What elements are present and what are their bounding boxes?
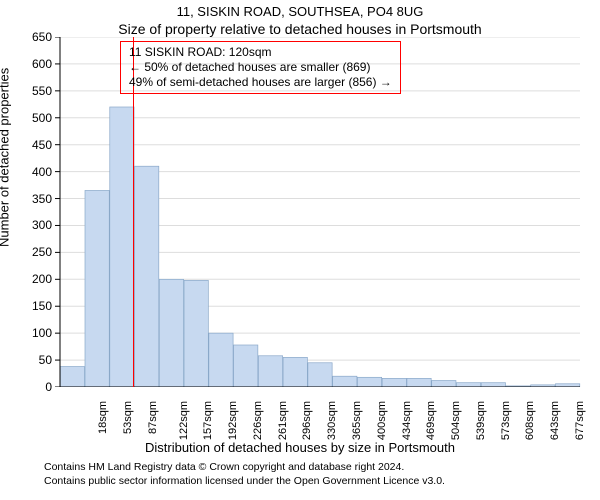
histogram-bar (184, 280, 208, 387)
histogram-bar (110, 107, 134, 387)
y-tick-label: 100 (12, 326, 52, 340)
y-tick-label: 0 (12, 380, 52, 394)
histogram-bar (432, 381, 456, 387)
histogram-bar (159, 279, 183, 387)
histogram-bar (209, 333, 233, 387)
histogram-bar (258, 356, 282, 387)
histogram-bar (85, 190, 109, 387)
y-tick-label: 650 (12, 30, 52, 44)
x-tick-label: 53sqm (122, 401, 134, 434)
y-tick-label: 200 (12, 272, 52, 286)
footer: Contains HM Land Registry data © Crown c… (0, 457, 600, 488)
histogram-bar (481, 383, 505, 387)
histogram-bar (234, 345, 258, 387)
x-tick-label: 87sqm (147, 401, 159, 434)
chart-area: Number of detached properties 0501001502… (0, 37, 600, 457)
histogram-bar (60, 367, 84, 387)
y-tick-label: 150 (12, 299, 52, 313)
histogram-bar (283, 357, 307, 387)
x-tick-label: 296sqm (302, 401, 314, 440)
x-tick-label: 608sqm (524, 401, 536, 440)
x-tick-label: 573sqm (500, 401, 512, 440)
y-tick-label: 250 (12, 245, 52, 259)
footer-line1: Contains HM Land Registry data © Crown c… (44, 461, 592, 475)
x-tick-label: 434sqm (401, 401, 413, 440)
info-box-line3: 49% of semi-detached houses are larger (… (129, 75, 392, 90)
y-tick-label: 50 (12, 353, 52, 367)
info-box: 11 SISKIN ROAD: 120sqm ← 50% of detached… (120, 41, 401, 94)
y-tick-label: 500 (12, 111, 52, 125)
y-tick-label: 600 (12, 57, 52, 71)
x-tick-label: 677sqm (574, 401, 586, 440)
x-tick-label: 18sqm (97, 401, 109, 434)
x-tick-label: 192sqm (227, 401, 239, 440)
y-tick-label: 350 (12, 192, 52, 206)
x-tick-label: 469sqm (425, 401, 437, 440)
histogram-bar (357, 377, 381, 387)
histogram-bar (135, 166, 159, 387)
histogram-bar (407, 378, 431, 387)
y-tick-label: 450 (12, 138, 52, 152)
x-tick-label: 643sqm (549, 401, 561, 440)
y-tick-label: 300 (12, 218, 52, 232)
chart-title-main: 11, SISKIN ROAD, SOUTHSEA, PO4 8UG (0, 0, 600, 19)
footer-line2: Contains public sector information licen… (44, 475, 592, 489)
histogram-bar (333, 376, 357, 387)
y-tick-label: 550 (12, 84, 52, 98)
x-tick-label: 122sqm (178, 401, 190, 440)
x-tick-label: 504sqm (450, 401, 462, 440)
x-tick-label: 400sqm (376, 401, 388, 440)
x-tick-label: 226sqm (252, 401, 264, 440)
chart-title-sub: Size of property relative to detached ho… (0, 19, 600, 37)
x-tick-label: 330sqm (326, 401, 338, 440)
x-tick-label: 539sqm (475, 401, 487, 440)
histogram-bar (456, 383, 480, 387)
histogram-bar (382, 378, 406, 387)
histogram-bar (308, 363, 332, 387)
x-tick-label: 365sqm (351, 401, 363, 440)
y-tick-label: 400 (12, 165, 52, 179)
x-axis-label: Distribution of detached houses by size … (0, 440, 600, 455)
info-box-line2: ← 50% of detached houses are smaller (86… (129, 60, 392, 75)
x-tick-label: 157sqm (203, 401, 215, 440)
x-tick-label: 261sqm (277, 401, 289, 440)
info-box-line1: 11 SISKIN ROAD: 120sqm (129, 45, 392, 60)
